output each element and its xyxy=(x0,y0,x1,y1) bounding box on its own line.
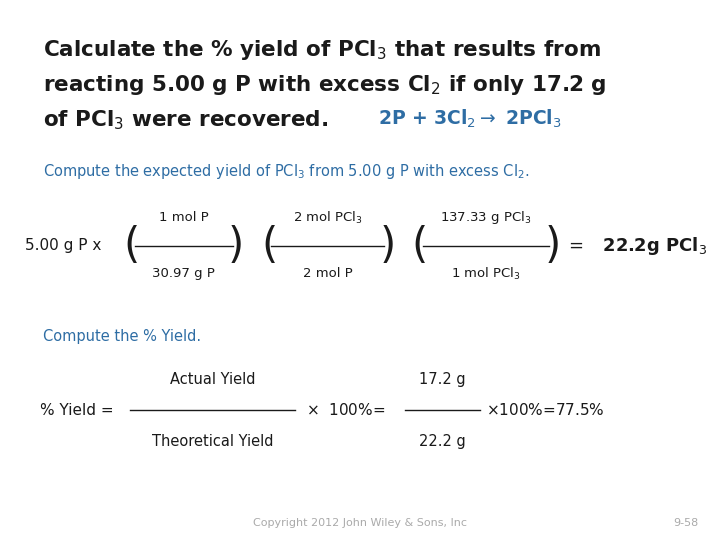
Text: $\times$100%=77.5%: $\times$100%=77.5% xyxy=(486,402,605,418)
Text: (: ( xyxy=(411,225,427,267)
Text: Compute the % Yield.: Compute the % Yield. xyxy=(43,329,202,345)
Text: 2 mol PCl$_3$: 2 mol PCl$_3$ xyxy=(293,210,362,226)
Text: Copyright 2012 John Wiley & Sons, Inc: Copyright 2012 John Wiley & Sons, Inc xyxy=(253,518,467,528)
Text: (: ( xyxy=(261,225,277,267)
Text: Compute the expected yield of PCl$_3$ from 5.00 g P with excess Cl$_2$.: Compute the expected yield of PCl$_3$ fr… xyxy=(43,162,529,181)
Text: $\times$  100%=: $\times$ 100%= xyxy=(306,402,385,418)
Text: 22.2g PCl$_3$: 22.2g PCl$_3$ xyxy=(590,235,708,256)
Text: % Yield =: % Yield = xyxy=(40,403,113,418)
Text: ): ) xyxy=(545,225,561,267)
Text: Calculate the % yield of PCl$_3$ that results from: Calculate the % yield of PCl$_3$ that re… xyxy=(43,38,601,62)
Text: ): ) xyxy=(228,225,244,267)
Text: 137.33 g PCl$_3$: 137.33 g PCl$_3$ xyxy=(441,209,531,226)
Text: Actual Yield: Actual Yield xyxy=(170,372,255,387)
Text: of PCl$_3$ were recovered.: of PCl$_3$ were recovered. xyxy=(43,108,328,132)
Text: 5.00 g P x: 5.00 g P x xyxy=(25,238,102,253)
Text: 9-58: 9-58 xyxy=(673,518,698,528)
Text: =: = xyxy=(569,237,583,255)
Text: Theoretical Yield: Theoretical Yield xyxy=(152,434,273,449)
Text: reacting 5.00 g P with excess Cl$_2$ if only 17.2 g: reacting 5.00 g P with excess Cl$_2$ if … xyxy=(43,73,607,97)
Text: (: ( xyxy=(124,225,140,267)
Text: 2P + 3Cl$_2$$\rightarrow$ 2PCl$_3$: 2P + 3Cl$_2$$\rightarrow$ 2PCl$_3$ xyxy=(378,108,562,130)
Text: 17.2 g: 17.2 g xyxy=(420,372,466,387)
Text: ): ) xyxy=(379,225,395,267)
Text: 22.2 g: 22.2 g xyxy=(420,434,466,449)
Text: 1 mol PCl$_3$: 1 mol PCl$_3$ xyxy=(451,266,521,282)
Text: 1 mol P: 1 mol P xyxy=(158,211,209,224)
Text: 2 mol P: 2 mol P xyxy=(302,267,353,280)
Text: 30.97 g P: 30.97 g P xyxy=(152,267,215,280)
